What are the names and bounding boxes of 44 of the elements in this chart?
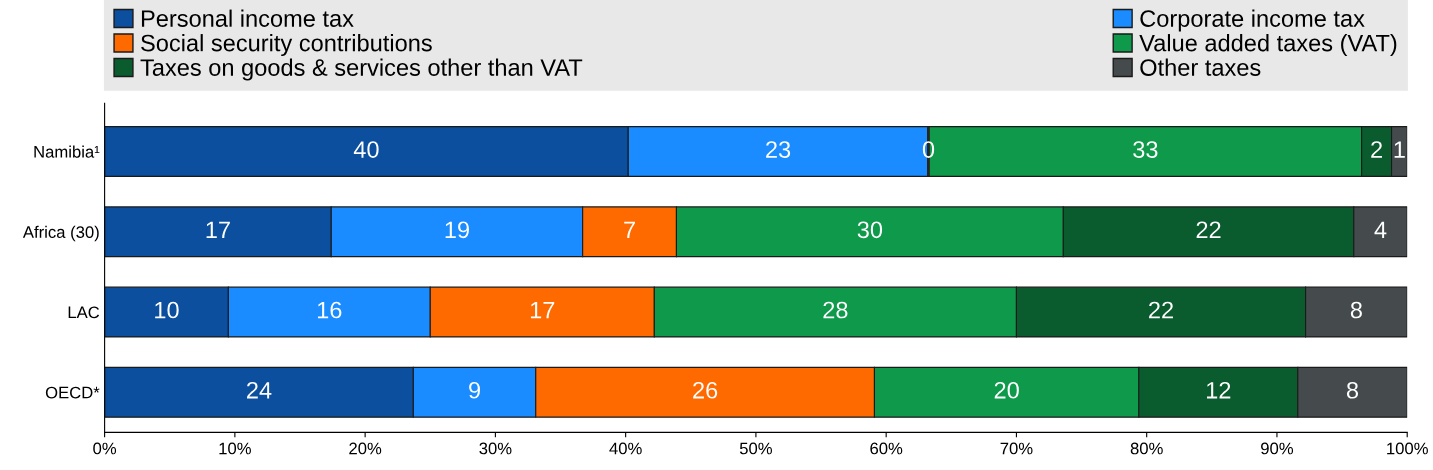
y-tick-label: OECD* (45, 386, 100, 399)
x-tick-label: 60% (870, 442, 903, 455)
data-label: 40 (353, 141, 379, 158)
data-label: 33 (1133, 141, 1158, 158)
legend-label: Personal income tax (141, 9, 354, 27)
x-tick-label: 100% (1387, 442, 1428, 455)
data-label: 9 (469, 381, 480, 399)
data-label: 4 (1374, 221, 1387, 238)
y-tick-label: Namibia¹ (34, 145, 100, 158)
y-tick-label: Africa (30) (22, 225, 99, 242)
data-label: 20 (994, 381, 1019, 399)
data-label: 19 (445, 221, 469, 239)
x-tick-label: 30% (479, 442, 512, 455)
data-label: 22 (1196, 221, 1221, 238)
data-label: 30 (857, 221, 883, 239)
x-tick-label: 90% (1261, 442, 1294, 455)
legend-label: Corporate income tax (1140, 9, 1365, 32)
x-tick-label: 70% (1000, 442, 1033, 455)
data-label: 2 (1371, 141, 1382, 158)
data-label: 28 (823, 301, 848, 319)
y-tick-label: LAC (68, 306, 100, 319)
x-tick-label: 50% (739, 442, 772, 455)
legend-label: Social security contributions (141, 34, 432, 57)
data-label: 8 (1350, 301, 1362, 319)
x-tick-label: 0% (93, 442, 117, 455)
data-label: 7 (624, 221, 635, 238)
data-label: 10 (155, 301, 179, 319)
legend-label: Taxes on goods & services other than VAT (140, 58, 583, 81)
data-label: 17 (530, 301, 555, 319)
x-tick-label: 20% (349, 442, 382, 455)
data-label: 1 (1394, 141, 1405, 158)
data-label: 8 (1346, 381, 1359, 399)
data-label: 16 (317, 301, 342, 319)
x-tick-label: 10% (219, 442, 251, 455)
legend-label: Value added taxes (VAT) (1139, 34, 1397, 57)
data-label: 23 (766, 141, 791, 158)
data-label: 17 (206, 221, 230, 238)
data-label: 24 (247, 381, 272, 399)
x-tick-label: 80% (1130, 442, 1163, 455)
data-label: 22 (1149, 301, 1173, 319)
data-label: 26 (693, 381, 718, 399)
x-tick-label: 40% (609, 442, 642, 455)
data-label: 12 (1207, 381, 1231, 399)
legend-label: Other taxes (1140, 58, 1261, 76)
